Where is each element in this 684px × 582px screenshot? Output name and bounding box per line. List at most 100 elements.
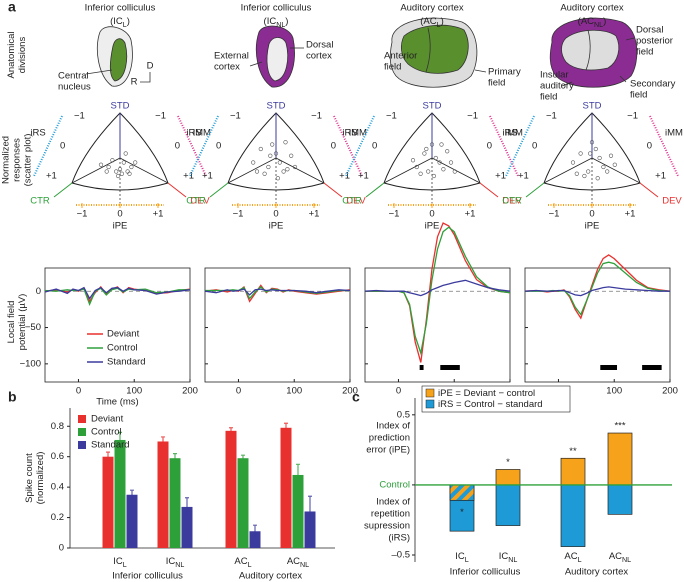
- subscript: NL: [622, 556, 631, 564]
- scatter-point: [587, 151, 593, 156]
- x-tick-label: 200: [182, 386, 198, 397]
- y-tick-label: 0.2: [51, 512, 64, 523]
- ic-central-nucleus: [109, 38, 128, 82]
- ctr-axis: [365, 182, 385, 198]
- scatter-point: [115, 173, 121, 179]
- imm-tick-label: +1: [183, 171, 194, 182]
- irs-axis: [505, 115, 535, 177]
- ipe-tick-label: −1: [77, 209, 88, 220]
- irs-tick-label: +1: [518, 171, 529, 182]
- row-label: divisions: [17, 37, 28, 74]
- imm-axis: [177, 115, 207, 177]
- dev-spoke: [431, 157, 481, 184]
- bar: [560, 457, 586, 486]
- lfp-line: [364, 279, 511, 297]
- imm-tick-label: +1: [339, 171, 350, 182]
- scatter-point: [441, 167, 446, 172]
- ctr-spoke: [383, 157, 433, 184]
- scatter-point: [448, 160, 454, 165]
- label-part: ): [127, 16, 130, 27]
- scatter-point: [133, 160, 138, 165]
- error-bar: [241, 454, 245, 462]
- ctr-label: CTR: [342, 196, 362, 207]
- imm-tick-label: −1: [627, 111, 638, 122]
- legend-label: iRS = Control − standard: [438, 399, 543, 410]
- significance-bar: [419, 365, 424, 370]
- irs-axis-label: repetition: [371, 509, 410, 520]
- legend-label: Deviant: [107, 329, 140, 340]
- std-label: STD: [583, 101, 602, 112]
- group-label: Inferior colliculus: [450, 567, 521, 578]
- scatter-point: [262, 171, 267, 176]
- leader: [85, 69, 113, 75]
- y-tick-label: Control: [379, 479, 410, 490]
- scatter-point: [117, 167, 123, 172]
- x-axis-label: Time (ms): [96, 397, 138, 408]
- anatomy-subtitle: (ICL): [110, 16, 130, 29]
- error-bar: [161, 436, 165, 447]
- region-label: cortex: [306, 51, 332, 62]
- orientation-label: R: [131, 77, 138, 88]
- legend-frame: [421, 385, 571, 413]
- irs-tick-label: +1: [358, 171, 369, 182]
- significance-label: *: [460, 507, 464, 518]
- ipe-tick-label: 0: [589, 209, 594, 220]
- ipe-tick-label: +1: [625, 209, 636, 220]
- imm-tick-label: 0: [331, 141, 336, 152]
- anatomy-drawings: [85, 17, 638, 88]
- anatomy-title: Inferior colliculus: [85, 3, 156, 14]
- region-label: field: [384, 62, 401, 73]
- scatter-point: [285, 167, 290, 172]
- bar: [495, 469, 521, 486]
- subscript: NL: [300, 561, 309, 569]
- irs-tick-label: 0: [60, 141, 65, 152]
- significance-label: **: [569, 446, 577, 457]
- error-bar: [185, 497, 189, 517]
- subscript: L: [248, 561, 252, 569]
- region-label: nucleus: [58, 82, 91, 93]
- x-tick-label: ICL: [455, 551, 469, 564]
- ipe-tick-label: +1: [465, 209, 476, 220]
- row-label: (scatter plot): [23, 134, 34, 187]
- region-label: field: [630, 90, 647, 101]
- dev-spoke: [591, 157, 641, 184]
- region-label: Dorsal: [306, 40, 333, 51]
- ipe-tick-label: +1: [309, 209, 320, 220]
- ipe-tick-label: −1: [233, 209, 244, 220]
- anatomy-title: Auditory cortex: [400, 3, 464, 14]
- imm-axis: [649, 115, 679, 177]
- label-part: IC: [166, 556, 176, 567]
- irs-tick-label: +1: [202, 171, 213, 182]
- scatter-point: [452, 169, 457, 174]
- region-label: Primary: [488, 67, 521, 78]
- x-tick-label: 0: [76, 386, 81, 397]
- std-label: STD: [423, 101, 442, 112]
- scatter-point: [289, 153, 294, 158]
- significance-bar: [600, 365, 618, 370]
- dev-spoke: [275, 157, 325, 184]
- scatter-point: [601, 164, 606, 170]
- region-label: External: [214, 51, 249, 62]
- x-tick-label: ICNL: [166, 556, 185, 569]
- scatter-point: [104, 169, 109, 174]
- scatter-point: [281, 169, 286, 174]
- imm-tick-label: 0: [175, 141, 180, 152]
- group-label: Auditory cortex: [239, 571, 303, 582]
- label-part: (IC: [110, 16, 123, 27]
- bar: [102, 456, 114, 548]
- irs-label: iRS: [502, 128, 517, 139]
- irs-tick-label: 0: [216, 141, 221, 152]
- ctr-label: CTR: [30, 196, 50, 207]
- panel-label: b: [8, 389, 17, 405]
- scatter-point: [429, 142, 435, 147]
- ipe-tick-label: −1: [549, 209, 560, 220]
- irs-axis: [345, 115, 375, 177]
- x-tick-label: ICL: [113, 556, 127, 569]
- scatter-point: [292, 164, 298, 170]
- legend-swatch: [425, 388, 435, 398]
- error-bar: [253, 524, 257, 538]
- scatter-point: [283, 140, 288, 145]
- bar: [560, 484, 586, 547]
- ipe-tick-label: −1: [389, 209, 400, 220]
- ctr-label: CTR: [502, 196, 522, 207]
